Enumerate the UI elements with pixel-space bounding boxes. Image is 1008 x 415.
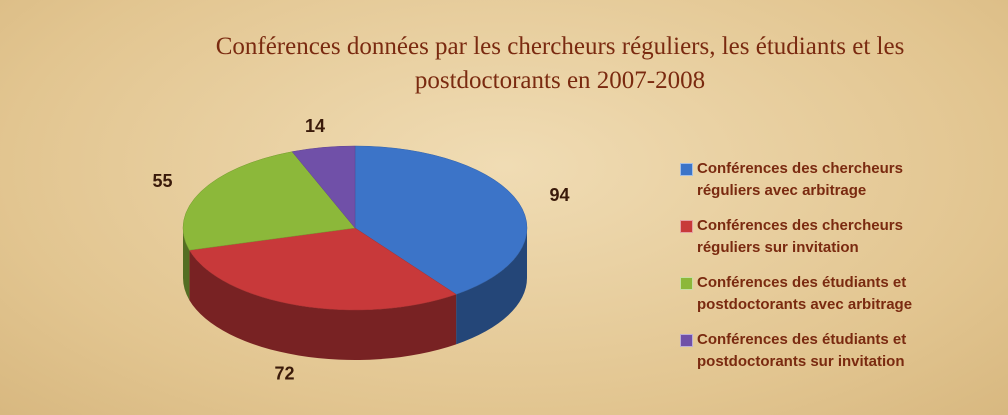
slice-side: [189, 250, 457, 360]
slice-side: [183, 228, 190, 301]
data-label: 55: [152, 171, 172, 191]
legend-label: Conférences des étudiants et postdoctora…: [697, 274, 913, 313]
legend-swatch: [680, 163, 693, 176]
data-label: 94: [549, 185, 569, 205]
slice-side: [456, 228, 527, 345]
chart-title: Conférences données par les chercheurs r…: [215, 33, 905, 94]
legend-swatch: [680, 277, 693, 290]
legend-item: Conférences des étudiants et postdoctora…: [680, 272, 980, 316]
data-label: 14: [305, 116, 325, 136]
legend: Conférences des chercheurs réguliers ave…: [680, 158, 980, 386]
legend-label: Conférences des étudiants et postdoctora…: [697, 331, 907, 370]
legend-swatch: [680, 220, 693, 233]
legend-label: Conférences des chercheurs réguliers ave…: [697, 160, 903, 199]
slice: [182, 151, 356, 251]
slice: [189, 227, 457, 311]
data-label: 72: [274, 364, 294, 384]
legend-item: Conférences des étudiants et postdoctora…: [680, 329, 980, 373]
legend-swatch: [680, 334, 693, 347]
legend-item: Conférences des chercheurs réguliers sur…: [680, 215, 980, 259]
legend-item: Conférences des chercheurs réguliers ave…: [680, 158, 980, 202]
slice: [291, 145, 356, 229]
legend-label: Conférences des chercheurs réguliers sur…: [697, 217, 903, 256]
slice: [354, 145, 528, 295]
